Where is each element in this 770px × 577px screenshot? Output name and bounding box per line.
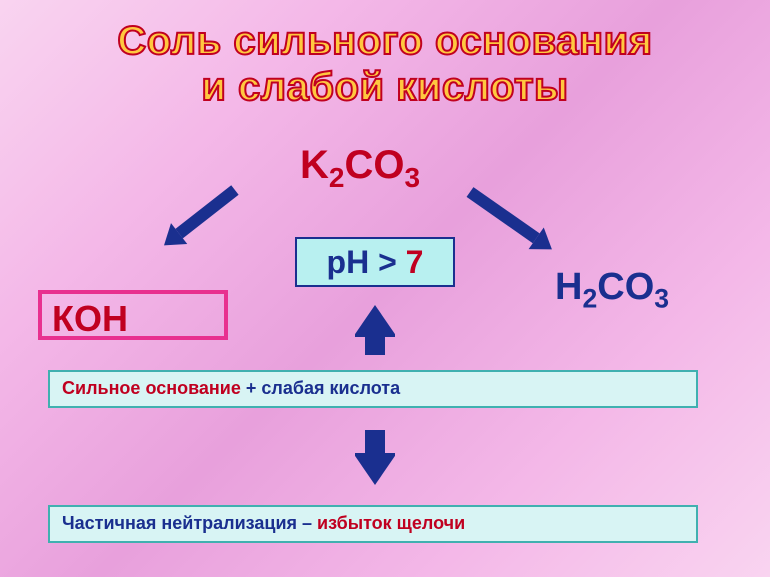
arrow-left-diagonal xyxy=(144,170,255,265)
arrow-up xyxy=(355,285,395,375)
title-line1: Соль сильного основания xyxy=(117,19,652,63)
strong-base-label: КОН xyxy=(52,298,128,340)
page-title: Соль сильного основания и слабой кислоты xyxy=(0,18,770,110)
excess-alkali-text: избыток щелочи xyxy=(312,513,465,533)
summary-weak-acid: слабая кислота xyxy=(261,378,400,398)
arrow-right-diagonal xyxy=(450,172,572,269)
summary-plus: + xyxy=(241,378,262,398)
reaction-summary-box: Сильное основание + слабая кислота xyxy=(48,370,698,408)
ph-indicator-box: pH > 7 xyxy=(295,237,455,287)
title-line2: и слабой кислоты xyxy=(201,65,568,109)
neutralization-box: Частичная нейтрализация – избыток щелочи xyxy=(48,505,698,543)
main-salt-formula: K2CO3 xyxy=(300,145,420,192)
neutralization-text: Частичная нейтрализация – xyxy=(62,513,312,533)
arrow-down xyxy=(355,410,395,505)
summary-strong-base: Сильное основание xyxy=(62,378,241,398)
ph-prefix: pH > xyxy=(327,244,406,280)
ph-value: 7 xyxy=(406,244,424,280)
weak-acid-formula: H2CO3 xyxy=(555,268,669,312)
